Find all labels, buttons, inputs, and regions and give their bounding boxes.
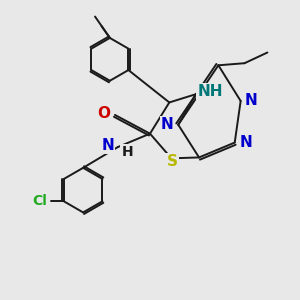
- Text: S: S: [167, 154, 178, 169]
- Text: NH: NH: [198, 84, 223, 99]
- Text: N: N: [245, 94, 258, 109]
- Text: O: O: [98, 106, 110, 121]
- Text: Cl: Cl: [32, 194, 47, 208]
- Text: N: N: [102, 138, 114, 153]
- Text: H: H: [122, 146, 133, 159]
- Text: N: N: [239, 135, 252, 150]
- Text: N: N: [161, 117, 174, 132]
